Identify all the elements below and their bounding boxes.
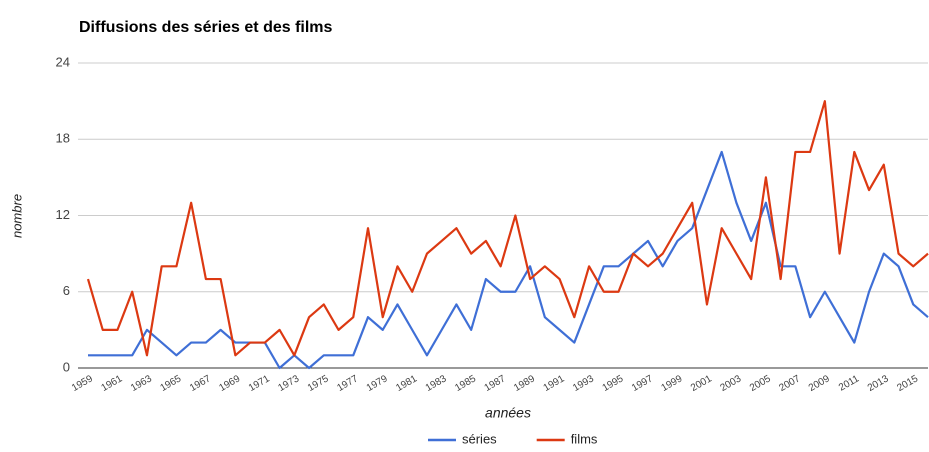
x-tick-label: 1967 (188, 373, 213, 394)
x-tick-label: 1991 (542, 373, 567, 394)
x-tick-label: 1963 (129, 373, 154, 394)
x-tick-label: 1969 (217, 373, 242, 394)
x-tick-label: 1979 (365, 373, 390, 394)
x-tick-label: 1973 (276, 373, 301, 394)
chart-title: Diffusions des séries et des films (79, 19, 333, 36)
x-tick-label: 1997 (630, 373, 655, 394)
x-tick-label: 1983 (424, 373, 449, 394)
x-tick-label: 2005 (748, 373, 773, 394)
x-tick-label: 1965 (158, 373, 183, 394)
x-tick-label: 2007 (777, 373, 802, 394)
x-tick-label: 1961 (100, 373, 125, 394)
x-axis-label: années (485, 405, 531, 421)
x-tick-label: 2011 (837, 373, 862, 393)
x-tick-label: 1985 (453, 373, 478, 394)
x-tick-label: 1975 (306, 373, 331, 394)
x-tick-label: 1995 (601, 373, 626, 394)
x-tick-label: 2015 (895, 373, 920, 394)
x-tick-label: 1987 (483, 373, 508, 394)
legend-label: films (571, 431, 598, 446)
series-line (86, 100, 929, 357)
x-tick-label: 1989 (512, 373, 537, 394)
x-tick-label: 1999 (660, 373, 685, 394)
y-tick-label: 6 (63, 283, 70, 298)
x-tick-label: 2013 (866, 373, 891, 394)
y-tick-label: 0 (63, 359, 70, 374)
x-tick-label: 1959 (70, 373, 95, 394)
y-axis-label: nombre (9, 194, 24, 238)
x-tick-label: 2009 (807, 373, 832, 394)
x-tick-label: 2001 (689, 373, 714, 394)
x-tick-label: 2003 (718, 373, 743, 394)
legend-label: séries (462, 431, 497, 446)
y-tick-label: 24 (56, 54, 70, 69)
y-tick-label: 12 (56, 207, 70, 222)
series-line (88, 150, 929, 370)
x-tick-label: 1977 (335, 373, 360, 394)
x-tick-label: 1971 (247, 373, 272, 394)
x-tick-label: 1993 (571, 373, 596, 394)
x-tick-label: 1981 (394, 373, 419, 394)
y-tick-label: 18 (56, 131, 70, 146)
